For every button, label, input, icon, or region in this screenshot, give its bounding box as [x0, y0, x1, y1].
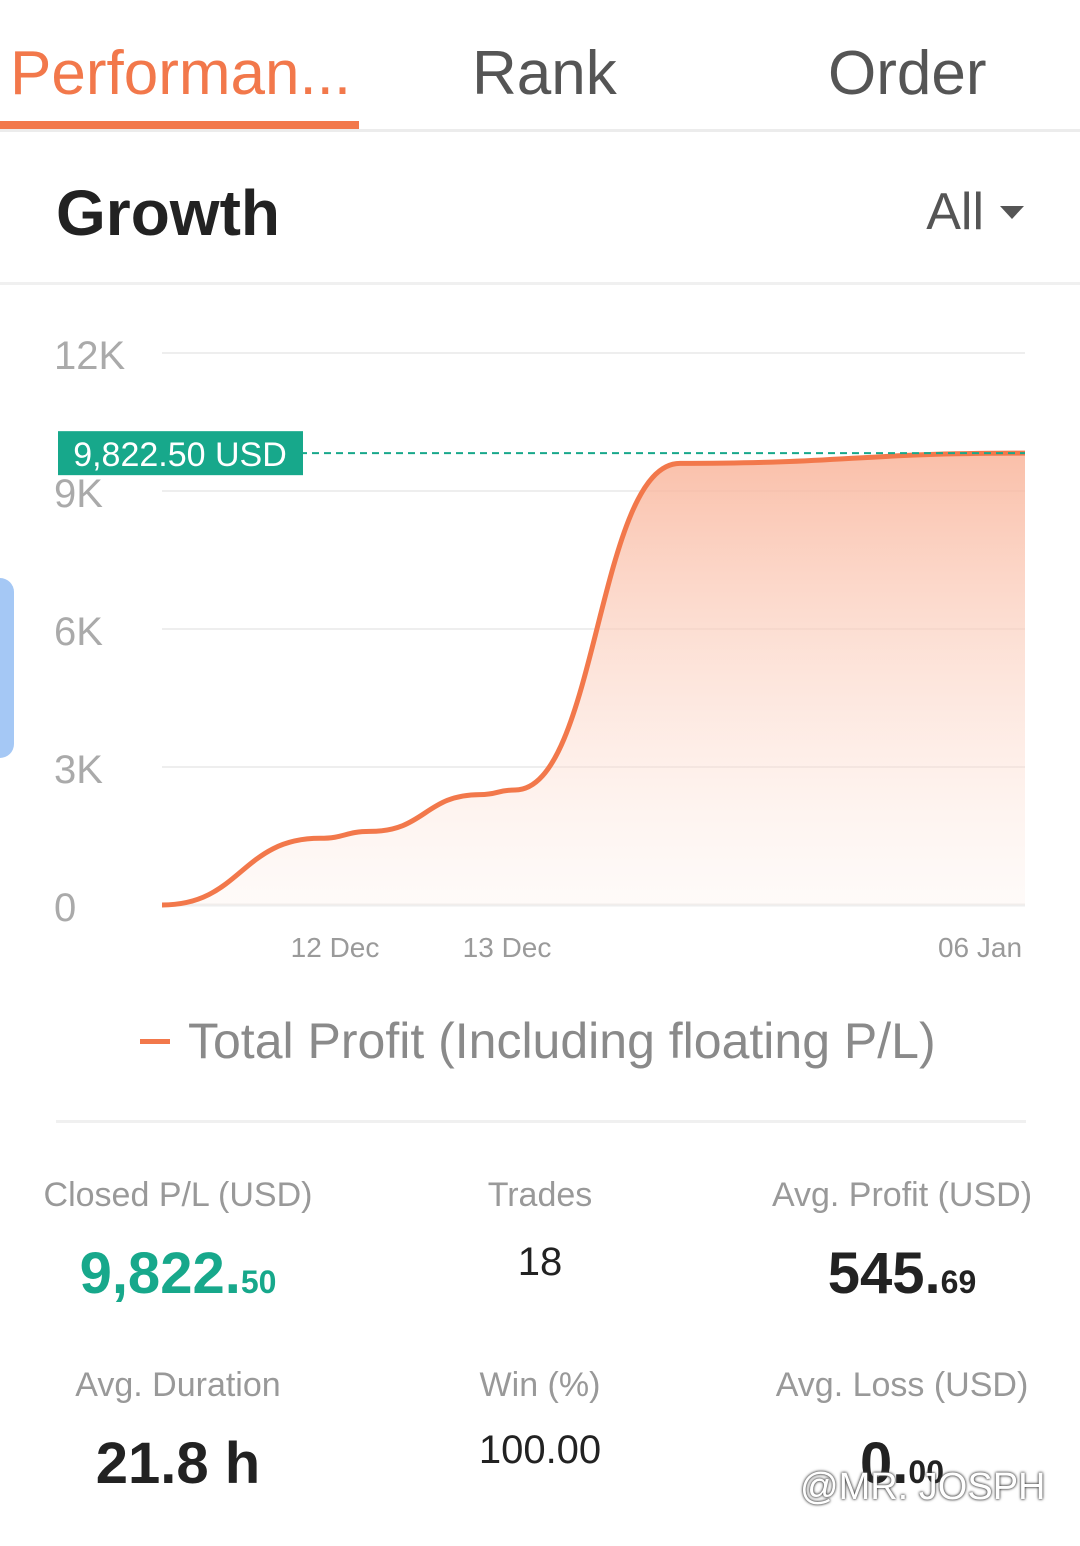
y-tick-label: 9K — [54, 472, 103, 516]
active-tab-indicator — [0, 121, 359, 129]
divider — [56, 1120, 1026, 1123]
avg-profit-dec: 69 — [940, 1264, 977, 1300]
avg-profit-int: 545. — [827, 1241, 941, 1306]
tab-bar: Performan... Rank Order — [0, 0, 1080, 132]
win-label: Win (%) — [479, 1366, 601, 1404]
series-area — [162, 453, 1025, 905]
chart-canvas: 9,822.50 USD 0 3K 6K 9K 12K 12 Dec 13 Dec 06 Ja… — [54, 334, 1026, 963]
avg-duration-value: 21.8 h — [95, 1431, 261, 1496]
y-tick-label: 12K — [54, 334, 125, 378]
closed-pl-value: 9,822.50 — [8, 1240, 348, 1307]
avg-profit-label: Avg. Profit (USD) — [771, 1176, 1033, 1214]
chart-legend: Total Profit (Including floating P/L) — [140, 1012, 936, 1070]
caret-down-icon — [1000, 205, 1024, 219]
trades-value: 18 — [517, 1240, 563, 1284]
series-line — [161, 450, 1026, 908]
range-dropdown[interactable]: All — [926, 182, 1024, 242]
legend-label: Total Profit (Including floating P/L) — [188, 1013, 936, 1069]
closed-pl-dec: 50 — [240, 1264, 277, 1300]
trades-label: Trades — [487, 1176, 593, 1214]
avg-duration-label: Avg. Duration — [75, 1366, 281, 1404]
avg-loss-label: Avg. Loss (USD) — [775, 1366, 1029, 1404]
avg-loss-dec: 00 — [908, 1454, 944, 1490]
range-value: All — [926, 183, 984, 241]
watermark: @MR. JOSPH — [800, 1466, 1046, 1508]
floating-side-handle[interactable] — [0, 578, 14, 758]
y-tick-label: 3K — [54, 748, 103, 792]
y-tick-label: 6K — [54, 610, 103, 654]
x-tick-label: 13 Dec — [463, 932, 552, 963]
current-value-label: 9,822.50 USD — [73, 436, 287, 474]
tab-rank[interactable]: Rank — [472, 39, 617, 108]
divider — [0, 282, 1080, 285]
x-tick-label: 12 Dec — [291, 932, 380, 963]
closed-pl-label: Closed P/L (USD) — [43, 1176, 313, 1214]
legend-swatch — [140, 1038, 170, 1044]
tab-order[interactable]: Order — [828, 39, 987, 108]
y-tick-label: 0 — [54, 886, 76, 930]
section-title: Growth — [56, 177, 280, 249]
avg-loss-int: 0. — [860, 1431, 909, 1496]
closed-pl-int: 9,822. — [79, 1241, 241, 1306]
current-value-badge — [58, 431, 303, 476]
avg-loss-value: 0.00 — [732, 1430, 1072, 1497]
tab-performance[interactable]: Performan... — [10, 39, 352, 108]
growth-chart: 9,822.50 USD 0 3K 6K 9K 12K 12 Dec 13 Dec 06 Ja… — [0, 300, 1080, 1000]
avg-profit-value: 545.69 — [732, 1240, 1072, 1307]
win-value: 100.00 — [478, 1428, 602, 1472]
x-tick-label: 06 Jan — [938, 932, 1022, 963]
